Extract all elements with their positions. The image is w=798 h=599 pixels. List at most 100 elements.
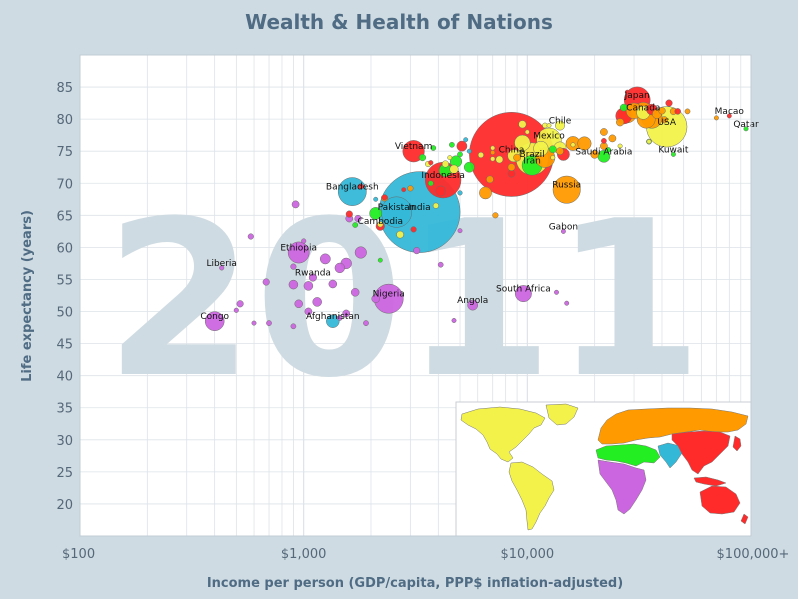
country-bubble[interactable] <box>371 294 380 303</box>
country-bubble[interactable] <box>236 300 244 308</box>
country-bubble[interactable] <box>477 151 484 159</box>
map-region-sub-saharan-africa[interactable] <box>597 459 647 515</box>
country-bubble[interactable] <box>345 210 353 218</box>
map-region-greenland[interactable] <box>545 403 579 426</box>
country-bubble[interactable] <box>495 155 504 164</box>
country-bubble[interactable] <box>556 147 564 156</box>
country-bubble[interactable] <box>550 155 556 161</box>
country-bubble[interactable] <box>290 323 297 330</box>
country-bubble[interactable] <box>490 150 496 155</box>
country-bubble[interactable] <box>312 297 322 307</box>
country-bubble[interactable] <box>354 246 367 259</box>
country-bubble[interactable] <box>660 116 668 124</box>
country-bubble[interactable] <box>743 126 749 132</box>
country-bubble[interactable] <box>430 145 437 151</box>
country-bubble[interactable] <box>463 137 469 143</box>
map-region-new-zealand[interactable] <box>740 513 749 525</box>
country-bubble[interactable] <box>437 261 444 268</box>
country-bubble[interactable] <box>555 120 565 131</box>
country-bubble[interactable] <box>467 299 479 311</box>
map-region-america-north[interactable] <box>460 406 546 463</box>
country-bubble[interactable] <box>552 175 581 204</box>
country-bubble[interactable] <box>548 145 557 154</box>
country-bubble[interactable] <box>490 145 496 151</box>
country-bubble[interactable] <box>357 183 364 190</box>
country-bubble[interactable] <box>601 138 607 144</box>
country-bubble[interactable] <box>401 187 407 193</box>
country-bubble[interactable] <box>266 320 272 326</box>
country-bubble[interactable] <box>204 311 225 331</box>
country-bubble[interactable] <box>457 190 463 196</box>
country-bubble[interactable] <box>291 200 300 209</box>
country-bubble[interactable] <box>492 212 499 219</box>
country-bubble[interactable] <box>413 247 421 255</box>
map-region-indonesia[interactable] <box>693 476 727 487</box>
country-bubble[interactable] <box>396 230 404 239</box>
country-bubble[interactable] <box>301 238 307 244</box>
country-bubble[interactable] <box>600 128 608 136</box>
country-bubble[interactable] <box>432 202 439 209</box>
country-bubble[interactable] <box>441 160 449 168</box>
map-region-middle-east-north-africa[interactable] <box>595 443 661 467</box>
country-bubble[interactable] <box>533 140 549 157</box>
map-region-east-asia[interactable] <box>671 430 731 475</box>
country-bubble[interactable] <box>377 221 384 228</box>
country-bubble[interactable] <box>350 288 360 297</box>
country-bubble[interactable] <box>564 300 570 306</box>
map-region-south-asia[interactable] <box>657 442 683 469</box>
country-bubble[interactable] <box>466 148 472 154</box>
country-bubble[interactable] <box>670 151 676 157</box>
country-bubble[interactable] <box>624 89 630 95</box>
country-bubble[interactable] <box>646 139 652 145</box>
country-bubble[interactable] <box>507 163 516 172</box>
country-bubble[interactable] <box>554 289 559 295</box>
country-bubble[interactable] <box>402 140 425 163</box>
country-bubble[interactable] <box>570 142 576 148</box>
country-bubble[interactable] <box>262 278 270 286</box>
country-bubble[interactable] <box>428 160 434 166</box>
country-bubble[interactable] <box>684 108 691 115</box>
country-bubble[interactable] <box>665 99 673 107</box>
country-bubble[interactable] <box>287 241 310 264</box>
country-bubble[interactable] <box>507 169 516 178</box>
country-bubble[interactable] <box>617 143 623 149</box>
country-bubble[interactable] <box>381 194 388 201</box>
country-bubble[interactable] <box>354 214 362 223</box>
country-bubble[interactable] <box>486 175 494 184</box>
country-bubble[interactable] <box>590 150 599 159</box>
country-bubble[interactable] <box>457 151 463 158</box>
country-bubble[interactable] <box>479 186 492 200</box>
country-bubble[interactable] <box>290 263 297 270</box>
region-legend-map[interactable] <box>455 401 752 537</box>
country-bubble[interactable] <box>449 164 459 174</box>
country-bubble[interactable] <box>577 136 592 151</box>
country-bubble[interactable] <box>407 185 414 192</box>
country-bubble[interactable] <box>294 299 303 309</box>
country-bubble[interactable] <box>308 273 317 282</box>
country-bubble[interactable] <box>457 228 463 234</box>
country-bubble[interactable] <box>219 265 225 271</box>
country-bubble[interactable] <box>605 147 612 153</box>
map-region-europe-central-asia[interactable] <box>597 407 749 445</box>
country-bubble[interactable] <box>447 155 453 161</box>
country-bubble[interactable] <box>514 134 531 152</box>
country-bubble[interactable] <box>363 320 369 326</box>
country-bubble[interactable] <box>524 129 530 135</box>
country-bubble[interactable] <box>518 120 527 129</box>
country-bubble[interactable] <box>369 207 383 220</box>
country-bubble[interactable] <box>674 108 681 115</box>
country-bubble[interactable] <box>336 315 343 321</box>
country-bubble[interactable] <box>304 307 313 316</box>
country-bubble[interactable] <box>449 141 455 148</box>
map-region-america-south[interactable] <box>508 461 555 531</box>
country-bubble[interactable] <box>490 156 496 162</box>
country-bubble[interactable] <box>373 196 379 202</box>
country-bubble[interactable] <box>352 222 359 228</box>
country-bubble[interactable] <box>713 115 719 121</box>
map-region-australia[interactable] <box>699 485 741 515</box>
country-bubble[interactable] <box>328 279 338 289</box>
country-bubble[interactable] <box>410 226 417 233</box>
country-bubble[interactable] <box>326 314 340 328</box>
country-bubble[interactable] <box>560 228 566 234</box>
country-bubble[interactable] <box>619 103 628 112</box>
